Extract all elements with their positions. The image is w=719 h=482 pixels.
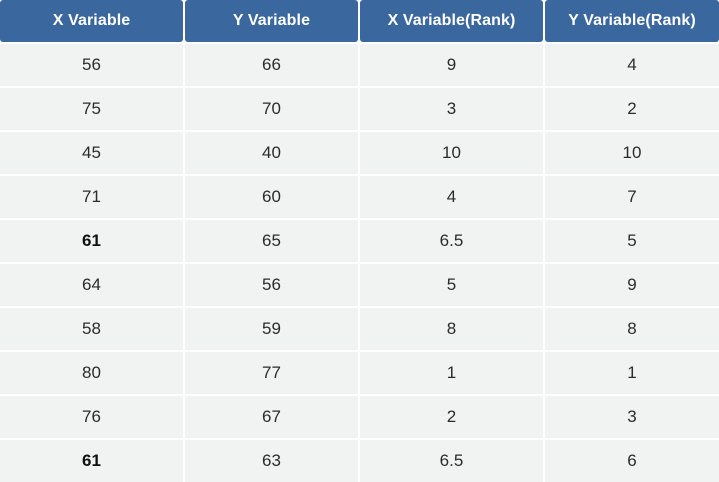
table-cell: 4 [545,44,719,86]
table-cell: 9 [360,44,543,86]
table-cell: 56 [185,264,358,306]
table-cell: 40 [185,132,358,174]
table-cell: 70 [185,88,358,130]
column-header: X Variable(Rank) [360,0,543,42]
table-cell: 10 [545,132,719,174]
table-cell: 45 [0,132,183,174]
table-cell: 5 [545,220,719,262]
table-cell: 64 [0,264,183,306]
column-header: Y Variable [185,0,358,42]
table-cell: 2 [360,396,543,438]
table-cell: 67 [185,396,358,438]
table-cell: 8 [360,308,543,350]
table-cell: 6 [545,440,719,482]
table-cell: 80 [0,352,183,394]
table-cell: 8 [545,308,719,350]
table-cell: 77 [185,352,358,394]
table-cell: 56 [0,44,183,86]
table-cell: 61 [0,220,183,262]
table-cell: 5 [360,264,543,306]
table-cell: 10 [360,132,543,174]
table-cell: 4 [360,176,543,218]
table-cell: 76 [0,396,183,438]
table-cell: 3 [545,396,719,438]
table-cell: 65 [185,220,358,262]
table-cell: 6.5 [360,440,543,482]
table-cell: 2 [545,88,719,130]
column-header: Y Variable(Rank) [545,0,719,42]
table-cell: 63 [185,440,358,482]
table-cell: 60 [185,176,358,218]
table-cell: 75 [0,88,183,130]
table-cell: 9 [545,264,719,306]
table-cell: 3 [360,88,543,130]
table-cell: 7 [545,176,719,218]
table-cell: 71 [0,176,183,218]
table-cell: 61 [0,440,183,482]
table-cell: 1 [360,352,543,394]
table-cell: 6.5 [360,220,543,262]
table-cell: 59 [185,308,358,350]
column-header: X Variable [0,0,183,42]
table-cell: 1 [545,352,719,394]
table-cell: 66 [185,44,358,86]
table-cell: 58 [0,308,183,350]
